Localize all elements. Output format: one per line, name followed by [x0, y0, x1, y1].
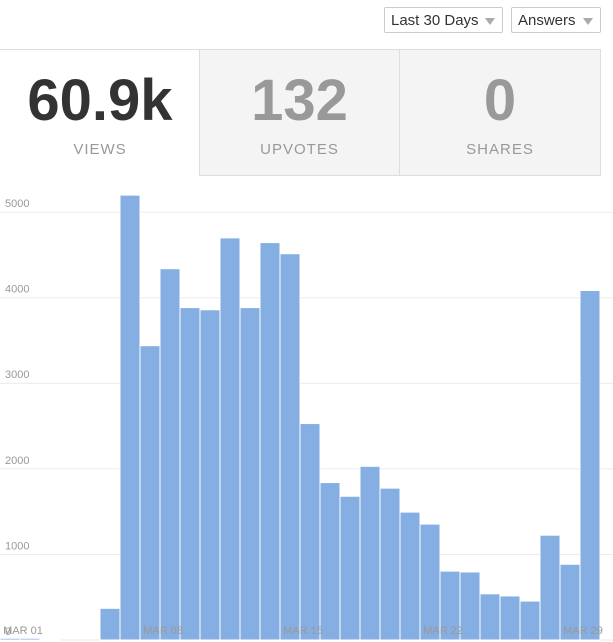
x-tick-label: MAR 15: [283, 625, 323, 637]
stat-box: 60.9k VIEWS: [0, 49, 200, 176]
stat-label: VIEWS: [73, 141, 127, 158]
bar: [319, 482, 341, 641]
stat-value: 0: [483, 68, 517, 133]
dropdown-arrow: [583, 18, 593, 25]
y-tick-label: 2000: [5, 455, 29, 467]
bar: [479, 593, 501, 641]
x-tick-label: MAR 22: [423, 625, 463, 637]
bar: [159, 268, 181, 641]
bar: [19, 637, 41, 641]
bar: [499, 595, 521, 641]
stat-label: SHARES: [466, 141, 534, 158]
content-dropdown[interactable]: Answers: [511, 7, 601, 33]
bar: [39, 638, 61, 641]
stat-value: 132: [251, 68, 348, 133]
chart: 0 1000 2000 3000 4000 5000 MAR 01 MAR 08 MAR 15 M…: [0, 194, 613, 641]
stat-box: 0 SHARES: [399, 49, 601, 176]
bar: [279, 253, 301, 641]
bar: [359, 465, 381, 641]
stat-label: UPVOTES: [260, 141, 339, 158]
bar: [99, 607, 121, 641]
range-text: Last 30 Days: [391, 12, 479, 29]
bar: [459, 571, 481, 641]
bar: [339, 495, 361, 641]
bar: [239, 307, 261, 641]
bar: [579, 290, 601, 641]
dropdown-arrow: [485, 18, 495, 25]
y-tick-label: 1000: [5, 540, 29, 552]
y-tick-label: 5000: [5, 198, 29, 210]
bar: [379, 487, 401, 641]
bar: [199, 309, 221, 641]
content-text: Answers: [518, 12, 576, 29]
x-tick-label: MAR 29: [563, 625, 603, 637]
bar: [419, 523, 441, 641]
y-tick-label: 3000: [5, 369, 29, 381]
y-tick-label: 4000: [5, 284, 29, 296]
y-tick-label: 0: [5, 626, 11, 638]
stat-box: 132 UPVOTES: [199, 49, 400, 176]
stat-value: 60.9k: [27, 68, 173, 133]
bar: [519, 600, 541, 641]
x-tick-label: MAR 01: [3, 625, 43, 637]
bar: [259, 242, 281, 641]
bar: [179, 307, 201, 641]
bar: [119, 194, 141, 641]
bar: [399, 511, 421, 641]
bar: [299, 423, 321, 641]
bar: [0, 637, 21, 641]
bar: [219, 237, 241, 641]
range-dropdown[interactable]: Last 30 Days: [384, 7, 503, 33]
bar: [539, 534, 561, 641]
bar: [139, 345, 161, 641]
x-tick-label: MAR 08: [143, 625, 183, 637]
